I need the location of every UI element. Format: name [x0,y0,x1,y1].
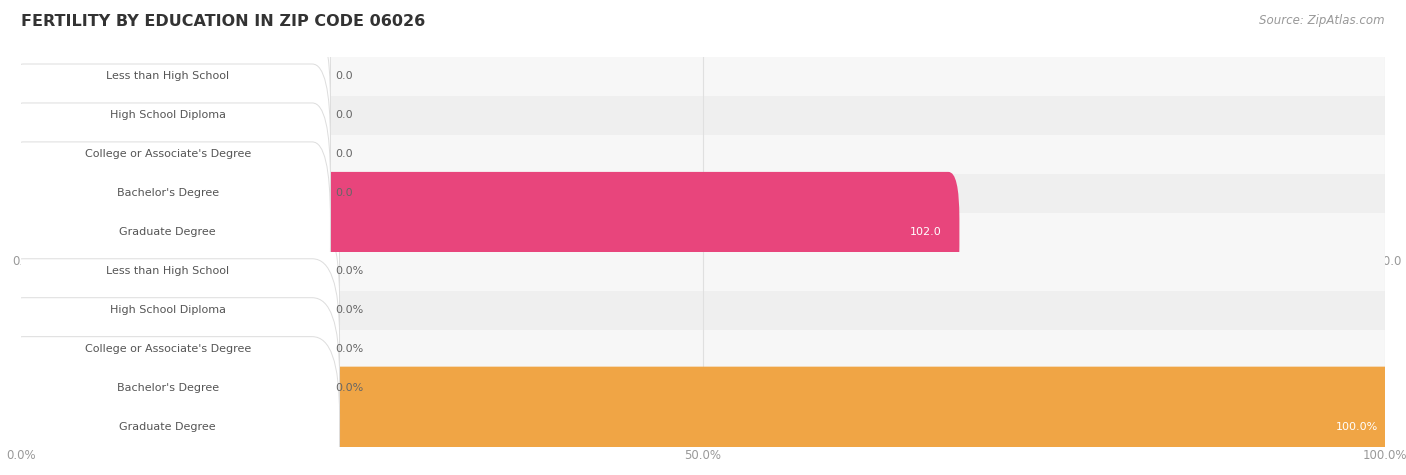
FancyBboxPatch shape [10,16,277,137]
FancyBboxPatch shape [4,250,283,370]
Text: Bachelor's Degree: Bachelor's Degree [117,383,219,393]
FancyBboxPatch shape [10,133,277,254]
Bar [21,291,1385,330]
Text: Graduate Degree: Graduate Degree [120,422,217,432]
FancyBboxPatch shape [4,289,283,409]
Text: High School Diploma: High School Diploma [110,305,226,315]
FancyBboxPatch shape [4,328,283,448]
Bar [21,252,1385,291]
FancyBboxPatch shape [0,181,339,361]
Bar [21,96,1385,135]
Bar [21,213,1385,252]
FancyBboxPatch shape [10,55,277,176]
Text: Bachelor's Degree: Bachelor's Degree [117,188,219,199]
FancyBboxPatch shape [0,220,339,400]
Text: 0.0%: 0.0% [335,383,363,393]
FancyBboxPatch shape [6,103,330,284]
Text: Less than High School: Less than High School [105,71,229,82]
Text: College or Associate's Degree: College or Associate's Degree [84,344,250,354]
Text: 0.0%: 0.0% [335,305,363,315]
FancyBboxPatch shape [6,64,330,245]
Text: College or Associate's Degree: College or Associate's Degree [84,149,250,160]
Text: 0.0: 0.0 [335,188,353,199]
Text: Graduate Degree: Graduate Degree [120,227,217,238]
Bar [21,408,1385,446]
Bar [21,135,1385,174]
FancyBboxPatch shape [4,211,283,332]
Text: Source: ZipAtlas.com: Source: ZipAtlas.com [1260,14,1385,27]
Bar [21,57,1385,96]
Bar [21,174,1385,213]
Text: 0.0%: 0.0% [335,266,363,276]
FancyBboxPatch shape [6,0,330,167]
Text: 0.0: 0.0 [335,71,353,82]
Text: 102.0: 102.0 [910,227,942,238]
FancyBboxPatch shape [0,337,339,475]
FancyBboxPatch shape [0,259,339,439]
Bar [21,369,1385,408]
FancyBboxPatch shape [4,367,1402,475]
Bar [21,330,1385,369]
Text: 0.0: 0.0 [335,149,353,160]
FancyBboxPatch shape [10,172,959,293]
FancyBboxPatch shape [10,94,277,215]
Text: 0.0: 0.0 [335,110,353,121]
FancyBboxPatch shape [6,25,330,206]
FancyBboxPatch shape [0,298,339,475]
Text: FERTILITY BY EDUCATION IN ZIP CODE 06026: FERTILITY BY EDUCATION IN ZIP CODE 06026 [21,14,426,29]
Text: High School Diploma: High School Diploma [110,110,226,121]
Text: 100.0%: 100.0% [1336,422,1378,432]
Text: Less than High School: Less than High School [105,266,229,276]
Text: 0.0%: 0.0% [335,344,363,354]
FancyBboxPatch shape [6,142,330,323]
